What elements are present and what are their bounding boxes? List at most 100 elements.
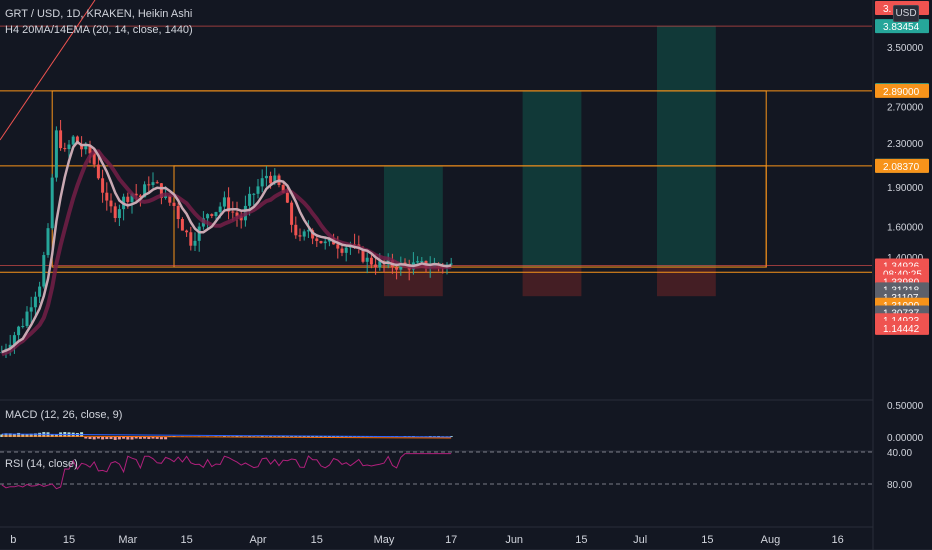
macd-bar-68: [285, 436, 289, 437]
candle-body-56: [235, 212, 239, 217]
price-label-bg-5: [875, 158, 929, 173]
macd-bar-32: [134, 437, 138, 439]
candle-body-73: [306, 230, 310, 232]
candle-body-100: [420, 260, 424, 262]
candle-body-41: [172, 202, 176, 206]
candle-body-59: [248, 193, 252, 206]
candle-body-28: [117, 209, 121, 219]
ema-line: [1, 149, 452, 357]
rsi-legend: RSI (14, close): [5, 458, 78, 470]
candle-body-19: [80, 143, 84, 150]
candle-body-37: [155, 182, 159, 184]
candle-body-21: [88, 145, 92, 154]
candle-body-13: [54, 130, 58, 178]
macd-bar-2: [8, 433, 12, 437]
candle-body-68: [285, 192, 289, 203]
macd-bar-26: [109, 437, 113, 439]
macd-bar-12: [50, 434, 54, 437]
candle-body-20: [84, 145, 88, 150]
candle-body-23: [96, 164, 100, 179]
macd-bar-66: [277, 436, 281, 437]
macd-bar-36: [151, 437, 155, 439]
macd-bar-23: [96, 437, 100, 439]
price-label-3: 2.89000: [883, 87, 920, 98]
stop-zone-1: [522, 267, 582, 297]
candle-body-50: [210, 214, 214, 216]
candle-body-17: [71, 136, 75, 145]
candle-body-6: [25, 311, 29, 326]
candle-body-71: [298, 235, 302, 237]
macd-bar-9: [38, 432, 42, 437]
price-tick-2: 2.30000: [887, 139, 924, 150]
candle-body-53: [222, 197, 226, 207]
candle-body-26: [109, 200, 113, 207]
candle-body-69: [290, 202, 294, 225]
rsi-tick-0: 80.00: [887, 480, 912, 491]
macd-pane[interactable]: [0, 432, 453, 440]
macd-bar-67: [281, 436, 285, 437]
rsi-line: [1, 453, 452, 490]
currency-button[interactable]: USD: [893, 5, 919, 22]
candle-body-49: [206, 214, 210, 219]
stop-zone-2: [657, 267, 716, 297]
macd-bar-37: [155, 437, 159, 439]
candle-body-30: [126, 196, 130, 202]
candle-body-86: [361, 248, 365, 262]
macd-bar-69: [290, 436, 294, 437]
candles: [0, 119, 453, 358]
candle-body-44: [185, 230, 189, 233]
time-tick-1: 15: [63, 534, 75, 546]
time-axis[interactable]: b 15 Mar 15 Apr 15 May 17 Jun 15 Jul 15 Aug 16: [0, 534, 932, 550]
candle-body-36: [151, 182, 155, 186]
macd-bar-4: [17, 432, 21, 437]
rsi-tick-1: 40.00: [887, 448, 912, 459]
macd-bar-39: [164, 437, 168, 440]
candle-body-18: [75, 136, 79, 144]
macd-bar-70: [294, 436, 298, 437]
candle-body-62: [260, 178, 264, 187]
macd-tick-0: 0.50000: [887, 401, 924, 412]
candle-body-5: [21, 325, 25, 327]
candle-body-42: [176, 205, 180, 220]
candle-body-82: [344, 247, 348, 253]
candle-body-47: [197, 226, 201, 241]
candle-body-67: [281, 184, 285, 193]
candle-body-33: [138, 195, 142, 198]
macd-bar-79: [332, 436, 336, 437]
trend-line: [0, 0, 96, 141]
candle-body-7: [29, 307, 33, 312]
macd-bar-8: [33, 433, 37, 437]
time-tick-5: 15: [311, 534, 323, 546]
candle-body-31: [130, 193, 134, 202]
candle-body-34: [143, 184, 147, 198]
price-label-bg-3: [875, 83, 929, 98]
candle-body-89: [374, 264, 378, 268]
candle-body-55: [231, 211, 235, 213]
candle-body-2: [8, 344, 12, 349]
macd-bar-30: [126, 437, 130, 440]
candle-body-63: [264, 175, 268, 179]
macd-bar-25: [105, 437, 109, 440]
macd-bar-33: [138, 437, 142, 439]
macd-bar-22: [92, 437, 96, 440]
time-tick-12: Aug: [761, 534, 781, 546]
target-zone-0: [384, 165, 443, 268]
price-pane[interactable]: [0, 0, 932, 528]
candle-body-76: [319, 241, 323, 244]
rsi-pane[interactable]: [0, 451, 872, 490]
candle-body-35: [147, 184, 151, 186]
candle-body-9: [38, 286, 42, 297]
candle-body-14: [59, 130, 63, 149]
price-axis[interactable]: 3.500002.700002.300001.900001.600001.400…: [872, 0, 932, 550]
candle-body-46: [193, 240, 197, 246]
time-tick-0: b: [10, 534, 16, 546]
candle-body-38: [159, 183, 163, 198]
candle-body-22: [92, 153, 96, 165]
macd-bar-27: [113, 437, 117, 440]
candle-body-81: [340, 248, 344, 253]
macd-bar-35: [147, 437, 151, 439]
macd-bar-7: [29, 433, 33, 437]
candle-body-8: [33, 296, 37, 308]
candle-body-4: [17, 326, 21, 336]
